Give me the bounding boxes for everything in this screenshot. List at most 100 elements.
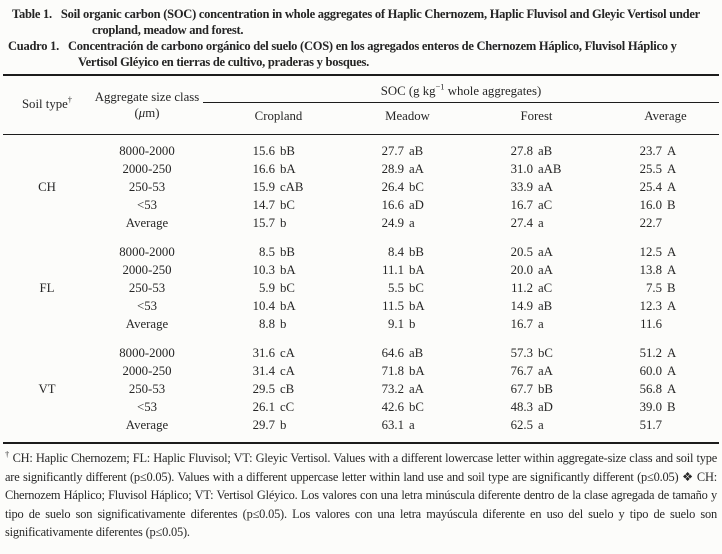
soc-cell-meadow: 9.1 b bbox=[332, 315, 461, 333]
aggregate-size-cell: 8000-2000 bbox=[119, 346, 175, 360]
soc-value: 31.0 bbox=[510, 162, 533, 176]
significance-letters: bB bbox=[280, 245, 295, 259]
soc-cell-meadow: 28.9 aA bbox=[332, 160, 461, 178]
significance-letters: a bbox=[538, 216, 544, 230]
soc-value: 15.9 bbox=[252, 180, 275, 194]
table-caption-english-text: Soil organic carbon (SOC) concentration … bbox=[60, 7, 700, 37]
significance-letters: bA bbox=[280, 162, 296, 176]
soc-cell-forest: 27.8 aB bbox=[461, 142, 590, 160]
significance-letters: cC bbox=[280, 400, 295, 414]
soc-value: 27.8 bbox=[510, 144, 533, 158]
significance-letters: B bbox=[667, 281, 676, 295]
significance-letters: cA bbox=[280, 346, 295, 360]
significance-letters: bA bbox=[280, 263, 296, 277]
soc-value: 10.4 bbox=[252, 299, 275, 313]
soc-value: 67.7 bbox=[510, 382, 533, 396]
aggregate-size-cell: Average bbox=[125, 418, 169, 432]
soc-value: 8.8 bbox=[259, 317, 275, 331]
soc-value: 26.4 bbox=[381, 180, 404, 194]
soc-value: 7.5 bbox=[646, 281, 662, 295]
soc-cell-cropland: 16.6 bA bbox=[203, 160, 332, 178]
significance-letters: bA bbox=[409, 263, 425, 277]
aggregate-size-cell: 250-53 bbox=[128, 382, 166, 396]
soc-cell-meadow: 27.7 aB bbox=[332, 142, 461, 160]
footnote-text: CH: Haplic Chernozem; FL: Haplic Fluviso… bbox=[5, 451, 717, 540]
soc-value: 11.5 bbox=[382, 299, 404, 313]
column-header-meadow: Meadow bbox=[385, 109, 430, 123]
significance-letters: cAB bbox=[280, 180, 304, 194]
soc-cell-average: 12.5 A bbox=[590, 243, 719, 261]
soc-value: 20.0 bbox=[510, 263, 533, 277]
soc-cell-average: 13.8 A bbox=[590, 261, 719, 279]
aggregate-size-unit: (μm) bbox=[134, 106, 160, 120]
aggregate-size-cell: 250-53 bbox=[128, 281, 166, 295]
aggregate-size-cell: 8000-2000 bbox=[119, 144, 175, 158]
soc-cell-forest: 20.0 aA bbox=[461, 261, 590, 279]
soc-cell-average: 12.3 A bbox=[590, 297, 719, 315]
significance-letters: aC bbox=[538, 198, 553, 212]
soc-value: 5.5 bbox=[388, 281, 404, 295]
soc-cell-average: 51.2 A bbox=[590, 344, 719, 362]
significance-letters: bC bbox=[409, 180, 424, 194]
mu-symbol: μ bbox=[138, 106, 146, 120]
soc-value: 29.7 bbox=[252, 418, 275, 432]
soc-value: 51.7 bbox=[639, 418, 662, 432]
significance-letters: bA bbox=[280, 299, 296, 313]
significance-letters: b bbox=[280, 216, 287, 230]
soc-table: Soil type† Aggregate size class (μm) SOC… bbox=[3, 74, 719, 444]
significance-letters: A bbox=[667, 162, 677, 176]
soc-cell-average: 39.0 B bbox=[590, 398, 719, 416]
significance-letters: aA bbox=[409, 162, 424, 176]
soil-group-ch: CH 8000-2000 15.6 bB 27.7 aB 27.8 aB 23.7 A 2000-2… bbox=[3, 142, 719, 232]
column-header-average: Average bbox=[644, 109, 687, 123]
soc-cell-average: 25.4 A bbox=[590, 178, 719, 196]
soc-value: 24.9 bbox=[381, 216, 404, 230]
soc-value: 31.6 bbox=[252, 346, 275, 360]
soc-cell-average: 25.5 A bbox=[590, 160, 719, 178]
soil-type-label: CH bbox=[38, 179, 56, 194]
soc-cell-meadow: 63.1 a bbox=[332, 416, 461, 434]
soil-group-vt: VT 8000-2000 31.6 cA 64.6 aB 57.3 bC 51.2 A 2000-2… bbox=[3, 344, 719, 434]
soc-cell-meadow: 73.2 aA bbox=[332, 380, 461, 398]
significance-letters: bB bbox=[280, 144, 295, 158]
soc-value: 13.8 bbox=[639, 263, 662, 277]
column-header-forest: Forest bbox=[520, 109, 553, 123]
aggregate-size-cell: Average bbox=[125, 317, 169, 331]
superscript-minus-one: −1 bbox=[435, 81, 445, 92]
soc-cell-forest: 14.9 aB bbox=[461, 297, 590, 315]
soc-cell-cropland: 29.7 b bbox=[203, 416, 332, 434]
soc-value: 8.4 bbox=[388, 245, 404, 259]
aggregate-size-cell: <53 bbox=[136, 299, 157, 313]
dagger-marker: † bbox=[67, 94, 73, 105]
aggregate-size-cell: 2000-250 bbox=[122, 162, 172, 176]
soc-cell-cropland: 29.5 cB bbox=[203, 380, 332, 398]
soc-cell-meadow: 11.1 bA bbox=[332, 261, 461, 279]
soc-value: 42.6 bbox=[381, 400, 404, 414]
soc-cell-cropland: 14.7 bC bbox=[203, 196, 332, 214]
soc-value: 15.6 bbox=[252, 144, 275, 158]
soc-cell-meadow: 64.6 aB bbox=[332, 344, 461, 362]
significance-letters: a bbox=[409, 418, 415, 432]
significance-letters: A bbox=[667, 364, 677, 378]
significance-letters: aD bbox=[409, 198, 424, 212]
soc-cell-meadow: 71.8 bA bbox=[332, 362, 461, 380]
significance-letters: a bbox=[538, 418, 544, 432]
soc-cell-average: 23.7 A bbox=[590, 142, 719, 160]
soc-cell-cropland: 8.5 bB bbox=[203, 243, 332, 261]
table-captions: Table 1. Soil organic carbon (SOC) concen… bbox=[3, 5, 719, 74]
soc-cell-average: 56.8 A bbox=[590, 380, 719, 398]
soc-cell-meadow: 8.4 bB bbox=[332, 243, 461, 261]
significance-letters: cA bbox=[280, 364, 295, 378]
significance-letters: bC bbox=[538, 346, 553, 360]
soil-type-label: VT bbox=[38, 381, 56, 396]
significance-letters: aB bbox=[538, 299, 553, 313]
significance-letters: bC bbox=[409, 400, 424, 414]
soc-value: 16.7 bbox=[510, 317, 533, 331]
table-caption-spanish: Cuadro 1. Concentración de carbono orgáni… bbox=[6, 38, 716, 70]
soc-value: 71.8 bbox=[381, 364, 404, 378]
significance-letters: aC bbox=[538, 281, 553, 295]
soc-value: 20.5 bbox=[510, 245, 533, 259]
soc-cell-average: 11.6 bbox=[590, 315, 719, 333]
soil-group-fl: FL 8000-2000 8.5 bB 8.4 bB 20.5 aA 12.5 A 2000-250… bbox=[3, 243, 719, 333]
